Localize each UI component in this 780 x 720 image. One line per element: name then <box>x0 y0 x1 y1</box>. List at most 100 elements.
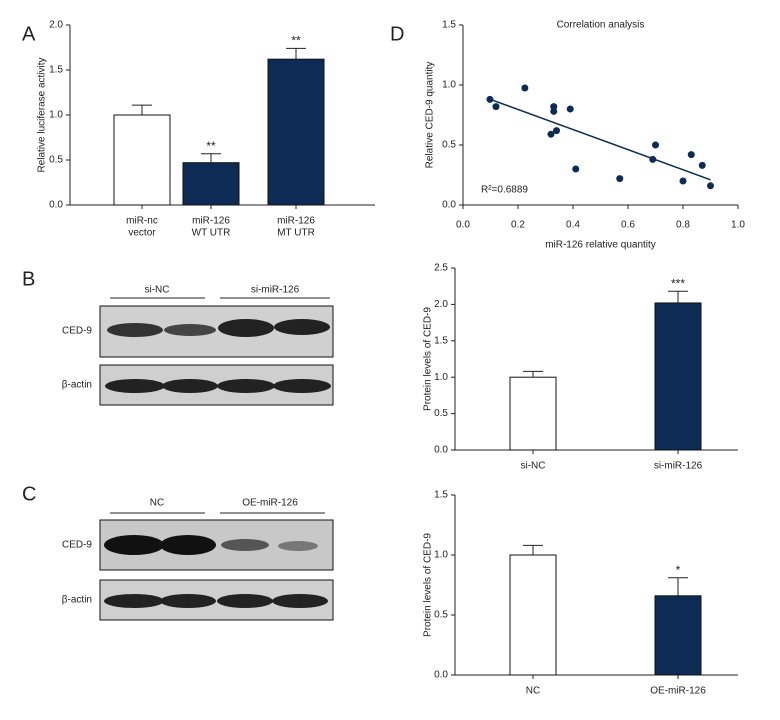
band <box>273 379 331 393</box>
y-tick-label: 1.0 <box>49 110 63 121</box>
panel-letter: B <box>22 268 35 290</box>
y-tick-label: 0.0 <box>49 200 63 211</box>
row-label: CED-9 <box>62 326 92 337</box>
y-axis-label: Protein levels of CED-9 <box>423 307 434 411</box>
x-tick-label: 0.2 <box>511 220 525 231</box>
significance-label: ** <box>206 139 216 153</box>
y-tick-label: 2.0 <box>49 20 63 31</box>
group-label: si-miR-126 <box>251 285 300 296</box>
bar <box>182 162 240 206</box>
band <box>217 594 273 608</box>
x-tick-label: WT UTR <box>192 228 231 239</box>
y-tick-label: 1.0 <box>442 80 456 91</box>
x-tick-label: si-miR-126 <box>654 461 703 472</box>
x-tick-label: NC <box>526 686 540 697</box>
y-tick-label: 1.5 <box>434 335 448 346</box>
bar <box>509 554 557 676</box>
band <box>160 535 216 555</box>
y-tick-label: 0.0 <box>434 670 448 681</box>
y-tick-label: 2.5 <box>434 263 448 274</box>
bar <box>654 302 702 451</box>
point <box>550 103 558 111</box>
bar <box>509 376 557 451</box>
band <box>272 594 328 608</box>
x-tick-label: vector <box>128 228 156 239</box>
x-tick-label: 0.8 <box>676 220 690 231</box>
band <box>278 541 318 551</box>
bar <box>654 595 702 676</box>
x-tick-label: 0.0 <box>456 220 470 231</box>
point <box>616 175 624 183</box>
x-axis-label: miR-126 relative quantity <box>545 240 656 251</box>
blot-c: NC OE-miR-126 CED-9 β-actin <box>62 498 334 621</box>
x-tick-label: miR-126 <box>192 216 230 227</box>
y-tick-label: 2.0 <box>434 299 448 310</box>
y-tick-label: 0.5 <box>434 610 448 621</box>
band <box>221 539 269 551</box>
point <box>521 84 529 92</box>
band <box>160 594 216 608</box>
significance-label: ** <box>291 34 301 48</box>
y-axis-label: Protein levels of CED-9 <box>423 533 434 637</box>
group-label: si-NC <box>145 285 170 296</box>
panel-letter: D <box>390 23 404 45</box>
band <box>274 319 330 335</box>
y-tick-label: 1.0 <box>434 372 448 383</box>
panel-letter: A <box>22 23 36 45</box>
x-tick-label: 0.4 <box>566 220 580 231</box>
point <box>486 95 494 103</box>
x-tick-label: 0.6 <box>621 220 635 231</box>
significance-label: * <box>676 563 681 577</box>
band <box>105 379 165 393</box>
band <box>104 535 164 555</box>
x-tick-label: miR-nc <box>126 216 158 227</box>
y-tick-label: 1.5 <box>49 65 63 76</box>
y-tick-label: 0.5 <box>442 140 456 151</box>
y-axis-label: Relative CED-9 quantity <box>425 62 436 169</box>
point <box>566 105 574 113</box>
point <box>707 182 714 190</box>
point <box>679 177 687 185</box>
point <box>687 151 695 159</box>
point <box>649 155 657 163</box>
row-label: β-actin <box>62 380 92 391</box>
band <box>104 594 164 608</box>
point <box>553 127 560 135</box>
x-tick-label: miR-126 <box>277 216 315 227</box>
group-label: OE-miR-126 <box>242 498 298 509</box>
band <box>162 379 218 393</box>
band <box>218 319 274 337</box>
point <box>652 141 659 149</box>
bar <box>113 114 171 206</box>
significance-label: *** <box>671 276 685 290</box>
y-tick-label: 0.0 <box>434 445 448 456</box>
bar <box>267 58 325 206</box>
x-tick-label: 1.0 <box>731 220 745 231</box>
point <box>550 107 558 115</box>
x-tick-label: MT UTR <box>277 228 315 239</box>
point <box>698 161 706 169</box>
y-tick-label: 1.5 <box>442 20 456 31</box>
x-tick-label: si-NC <box>521 461 546 472</box>
row-label: β-actin <box>62 595 92 606</box>
panel-letter: C <box>22 483 36 505</box>
annotation: R²=0.6889 <box>481 185 528 196</box>
y-tick-label: 0.5 <box>434 408 448 419</box>
band <box>217 379 275 393</box>
blot-b: si-NC si-miR-126 CED-9 β-actin <box>62 285 334 406</box>
point <box>492 103 500 111</box>
band <box>107 323 163 337</box>
chart-title: Correlation analysis <box>557 20 645 31</box>
band <box>164 324 216 336</box>
y-tick-label: 1.5 <box>434 490 448 501</box>
y-tick-label: 0.0 <box>442 200 456 211</box>
y-tick-label: 0.5 <box>49 155 63 166</box>
y-tick-label: 1.0 <box>434 550 448 561</box>
x-tick-label: OE-miR-126 <box>650 686 706 697</box>
point <box>547 130 555 138</box>
group-label: NC <box>150 498 164 509</box>
point <box>572 165 580 173</box>
fit-line <box>490 98 711 181</box>
row-label: CED-9 <box>62 540 92 551</box>
